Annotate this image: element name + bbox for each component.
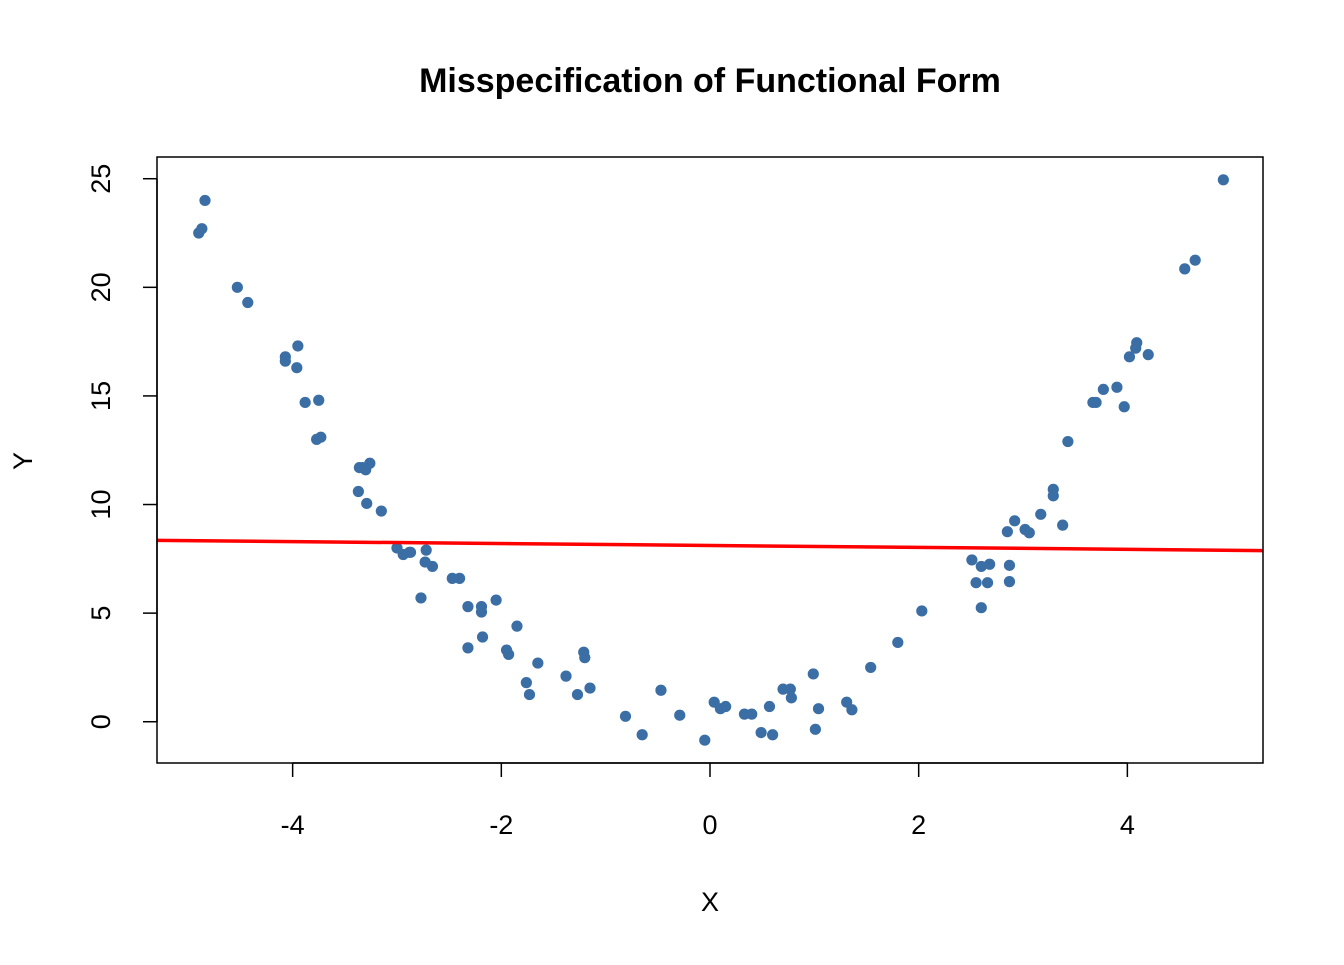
data-point xyxy=(361,497,373,510)
data-point xyxy=(809,723,821,735)
data-point xyxy=(1097,383,1109,396)
x-tick-label: 2 xyxy=(911,810,926,840)
data-point xyxy=(1090,396,1102,409)
points-layer xyxy=(193,174,1229,746)
data-point xyxy=(315,431,327,443)
data-point xyxy=(785,692,797,704)
data-point xyxy=(975,602,987,614)
y-tick-label: 20 xyxy=(86,272,116,302)
data-point xyxy=(784,683,796,695)
y-axis: 0 5 10 15 20 25 xyxy=(86,164,158,729)
x-tick-label: 0 xyxy=(702,810,717,840)
data-point xyxy=(571,688,584,701)
data-point xyxy=(1035,508,1047,520)
data-point xyxy=(892,636,904,649)
data-point xyxy=(532,657,544,669)
data-point xyxy=(636,729,648,741)
data-point xyxy=(966,554,978,566)
data-point xyxy=(299,396,311,409)
x-tick-label: -2 xyxy=(489,810,513,840)
data-point xyxy=(352,485,364,498)
data-point xyxy=(1047,490,1059,502)
x-tick-label: 4 xyxy=(1120,810,1135,840)
data-point xyxy=(1003,559,1016,571)
data-point xyxy=(619,710,632,722)
data-point xyxy=(812,703,825,715)
data-point xyxy=(1118,401,1130,413)
data-point xyxy=(916,605,928,617)
data-point xyxy=(1131,337,1143,349)
data-point xyxy=(579,652,591,664)
data-point xyxy=(720,700,732,713)
y-tick-label: 0 xyxy=(86,714,116,729)
data-point xyxy=(1189,254,1201,266)
data-point xyxy=(503,648,515,660)
data-point xyxy=(520,677,532,689)
data-point xyxy=(523,688,536,701)
data-point xyxy=(865,661,877,674)
data-point xyxy=(1023,527,1035,539)
data-point xyxy=(970,577,982,589)
data-point xyxy=(763,700,776,713)
data-point xyxy=(1009,515,1021,527)
y-tick-label: 5 xyxy=(86,606,116,621)
data-point xyxy=(674,709,686,721)
data-point xyxy=(584,682,596,694)
data-point xyxy=(1057,519,1069,531)
data-point xyxy=(475,606,488,618)
data-point xyxy=(1062,435,1074,448)
data-point xyxy=(1001,526,1013,538)
data-point xyxy=(462,642,474,654)
data-point xyxy=(655,684,667,696)
data-point xyxy=(364,457,376,469)
data-point xyxy=(755,726,767,739)
data-point xyxy=(1179,263,1191,275)
data-point xyxy=(984,558,996,570)
data-point xyxy=(420,544,432,556)
data-point xyxy=(981,577,994,589)
data-point xyxy=(415,592,427,604)
x-axis: -4 -2 0 2 4 xyxy=(281,762,1135,840)
data-point xyxy=(196,223,208,235)
data-point xyxy=(1217,174,1229,186)
data-point xyxy=(404,546,417,558)
data-point xyxy=(476,631,489,643)
data-point xyxy=(767,729,779,741)
data-point xyxy=(462,601,474,613)
data-point xyxy=(846,704,858,716)
data-point xyxy=(199,194,211,207)
data-point xyxy=(511,620,523,632)
data-point xyxy=(1003,576,1016,588)
data-point xyxy=(560,670,572,682)
fit-line-layer xyxy=(156,538,1264,553)
regression-line xyxy=(156,538,1264,553)
data-point xyxy=(292,340,304,352)
data-point xyxy=(1142,349,1154,361)
data-point xyxy=(490,594,502,606)
data-point xyxy=(1123,351,1136,363)
plot-frame xyxy=(156,156,1264,764)
data-point xyxy=(291,362,303,374)
x-tick-label: -4 xyxy=(281,810,305,840)
y-axis-label: Y xyxy=(8,452,38,470)
x-axis-label: X xyxy=(701,887,719,917)
data-point xyxy=(453,572,466,584)
data-point xyxy=(279,355,291,367)
data-point xyxy=(242,296,254,309)
y-tick-label: 25 xyxy=(86,164,116,194)
data-point xyxy=(1111,381,1123,393)
data-point xyxy=(699,734,711,746)
data-point xyxy=(746,708,758,720)
data-point xyxy=(426,560,439,573)
chart-title: Misspecification of Functional Form xyxy=(419,62,1001,100)
data-point xyxy=(231,281,243,293)
y-tick-label: 10 xyxy=(86,490,116,520)
data-point xyxy=(375,505,387,517)
data-point xyxy=(807,668,819,680)
data-point xyxy=(313,394,325,406)
y-tick-label: 15 xyxy=(86,381,116,411)
